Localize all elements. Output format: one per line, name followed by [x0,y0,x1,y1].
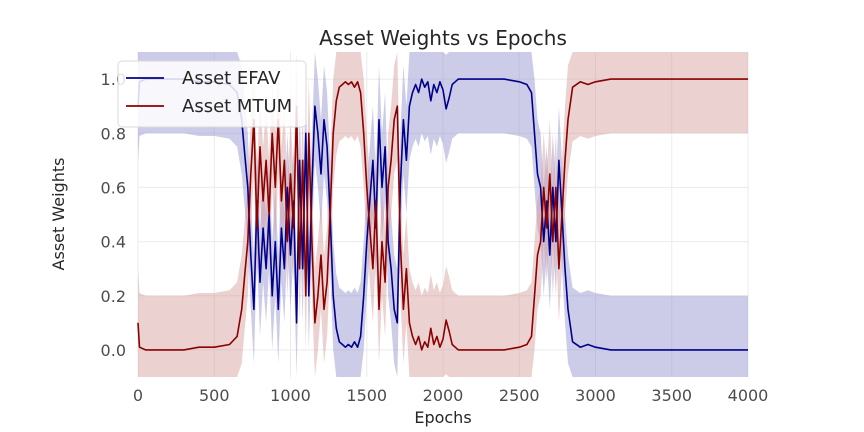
x-tick-label: 500 [199,386,230,405]
x-tick-label: 2500 [499,386,540,405]
x-tick-label: 4000 [728,386,769,405]
series-lines [137,78,748,351]
y-tick-label: 0.6 [101,178,126,197]
legend-label-1: Asset EFAV [182,68,281,89]
y-axis-label: Asset Weights [49,158,68,271]
x-tick-label: 2000 [423,386,464,405]
band-series-2 [138,52,748,377]
x-tick-label: 3500 [651,386,692,405]
line-series-2 [137,78,748,351]
x-tick-label: 0 [133,386,143,405]
y-tick-labels: 0.00.20.40.60.81.0 [101,70,126,360]
x-tick-label: 3000 [575,386,616,405]
legend: Asset EFAV Asset MTUM [117,60,307,128]
y-tick-label: 0.2 [101,287,126,306]
x-tick-label: 1000 [270,386,311,405]
legend-label-2: Asset MTUM [182,96,292,117]
y-tick-label: 0.0 [101,341,126,360]
legend-frame [117,60,307,128]
x-axis-label: Epochs [414,408,471,427]
x-tick-labels: 0 500 1000 1500 2000 2500 3000 3500 4000 [133,386,768,405]
y-tick-label: 0.4 [101,233,126,252]
x-tick-label: 1500 [346,386,387,405]
line-series-1 [137,78,748,351]
y-tick-label: 0.8 [101,124,126,143]
chart-title: Asset Weights vs Epochs [319,26,567,50]
band-series-1 [138,52,748,377]
confidence-bands [138,52,748,377]
